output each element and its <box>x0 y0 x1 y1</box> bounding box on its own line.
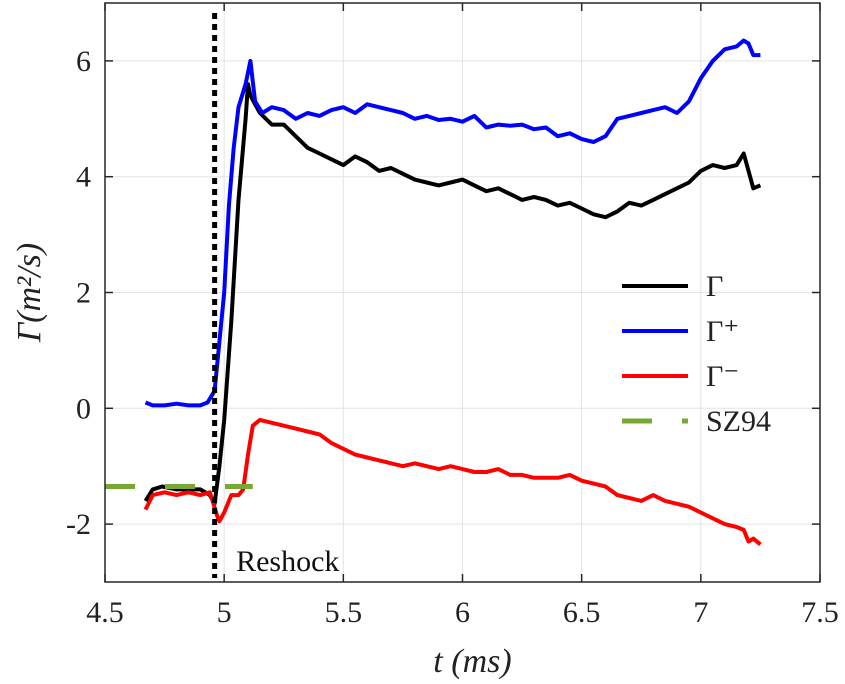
legend-label-0: Γ <box>706 270 723 303</box>
grid-layer <box>104 3 821 582</box>
axis-layer: 4.5 5 5.5 6 6.5 7 7.5 -2 0 2 4 6 t (ms) Γ(m²/s) <box>11 2 839 680</box>
y-tick-label: -2 <box>66 508 91 541</box>
x-tick-label: 5 <box>217 596 232 629</box>
x-tick-label: 6.5 <box>563 596 601 629</box>
legend-label-3: SZ94 <box>706 405 771 438</box>
legend-label-2: Γ⁻ <box>706 360 739 393</box>
x-tick-label: 5.5 <box>325 596 363 629</box>
y-tick-label: 4 <box>76 161 91 194</box>
x-tick-label: 7.5 <box>801 596 839 629</box>
y-axis-label: Γ(m²/s) <box>11 243 48 343</box>
y-tick-label: 0 <box>76 392 91 425</box>
series-line-1 <box>144 38 761 408</box>
legend-label-1: Γ⁺ <box>706 315 739 348</box>
reshock-label: Reshock <box>236 545 339 578</box>
y-tick-label: 2 <box>76 277 91 310</box>
annotation-layer: Reshock <box>212 13 339 578</box>
x-tick-label: 4.5 <box>86 596 124 629</box>
x-tick-label: 7 <box>693 596 708 629</box>
legend: Γ Γ⁺ Γ⁻ SZ94 <box>622 270 771 438</box>
series-line-0 <box>143 82 762 506</box>
y-tick-label: 6 <box>76 45 91 78</box>
series-layer <box>105 38 762 546</box>
x-tick-label: 6 <box>455 596 470 629</box>
series-line-2 <box>143 417 762 546</box>
x-axis-label: t (ms) <box>433 643 511 680</box>
